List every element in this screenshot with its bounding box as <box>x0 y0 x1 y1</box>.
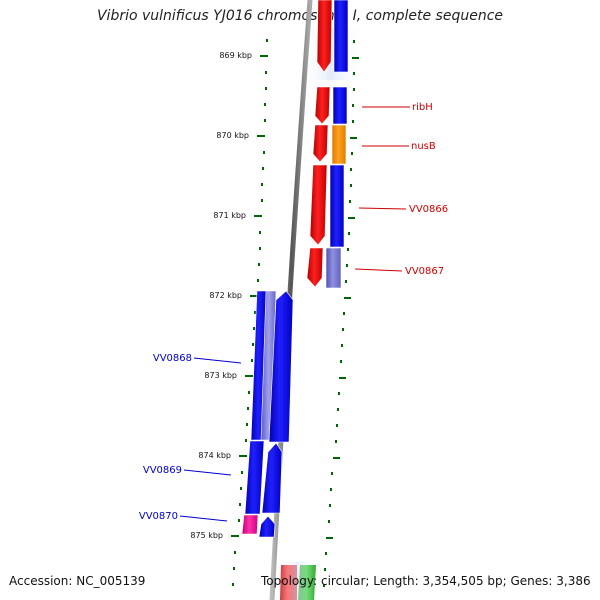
scale-label: 874 kbp <box>198 451 231 460</box>
purple-feature <box>325 247 342 289</box>
red-feature <box>306 247 324 288</box>
red-feature <box>314 86 331 125</box>
gene-label-vv0870[interactable]: VV0870 <box>139 511 178 522</box>
scale-label: 872 kbp <box>209 291 242 300</box>
gene-labels: ribH nusB VV0866 VV0867 VV0868 VV0869 VV… <box>139 102 448 522</box>
blue-feature <box>261 442 283 514</box>
red-feature <box>316 0 333 73</box>
orange-feature <box>331 124 347 165</box>
scale-major-ticks-right <box>326 57 359 539</box>
gene-label-vv0868[interactable]: VV0868 <box>153 353 192 364</box>
scale-label: 871 kbp <box>213 211 246 220</box>
scale-label: 869 kbp <box>219 51 252 60</box>
gene-label-nusb[interactable]: nusB <box>411 141 436 152</box>
feature-halo <box>274 562 320 600</box>
map-title: Vibrio vulnificus YJ016 chromosome I, co… <box>96 8 504 24</box>
blue-feature <box>329 164 345 248</box>
gene-label-vv0869[interactable]: VV0869 <box>143 465 182 476</box>
label-leaders <box>179 106 410 522</box>
magenta-feature <box>241 514 259 535</box>
accession-text: Accession: NC_005139 <box>9 574 146 588</box>
topology-text: Topology: circular; Length: 3,354,505 bp… <box>261 574 591 588</box>
scale-major-ticks <box>231 55 268 537</box>
red-feature <box>312 124 329 163</box>
scale-labels: 869 kbp 870 kbp 871 kbp 872 kbp 873 kbp … <box>190 51 252 540</box>
scale-label: 873 kbp <box>204 371 237 380</box>
scale-ruler-left <box>232 39 268 586</box>
blue-feature <box>258 515 276 538</box>
blue-feature <box>332 86 348 125</box>
gene-label-ribh[interactable]: ribH <box>412 102 433 113</box>
blue-feature <box>244 440 265 515</box>
blue-feature <box>268 290 294 443</box>
gene-label-vv0867[interactable]: VV0867 <box>405 266 444 277</box>
reverse-features-track2 <box>258 290 294 538</box>
forward-features-track1 <box>306 0 333 288</box>
forward-features-track2 <box>325 0 349 289</box>
blue-feature <box>333 0 349 73</box>
gene-label-vv0866[interactable]: VV0866 <box>409 204 448 215</box>
scale-ruler-right <box>323 40 355 587</box>
scale-label: 870 kbp <box>216 131 249 140</box>
bottom-features <box>274 562 320 600</box>
scale-label: 875 kbp <box>190 531 223 540</box>
red-feature <box>309 164 328 246</box>
